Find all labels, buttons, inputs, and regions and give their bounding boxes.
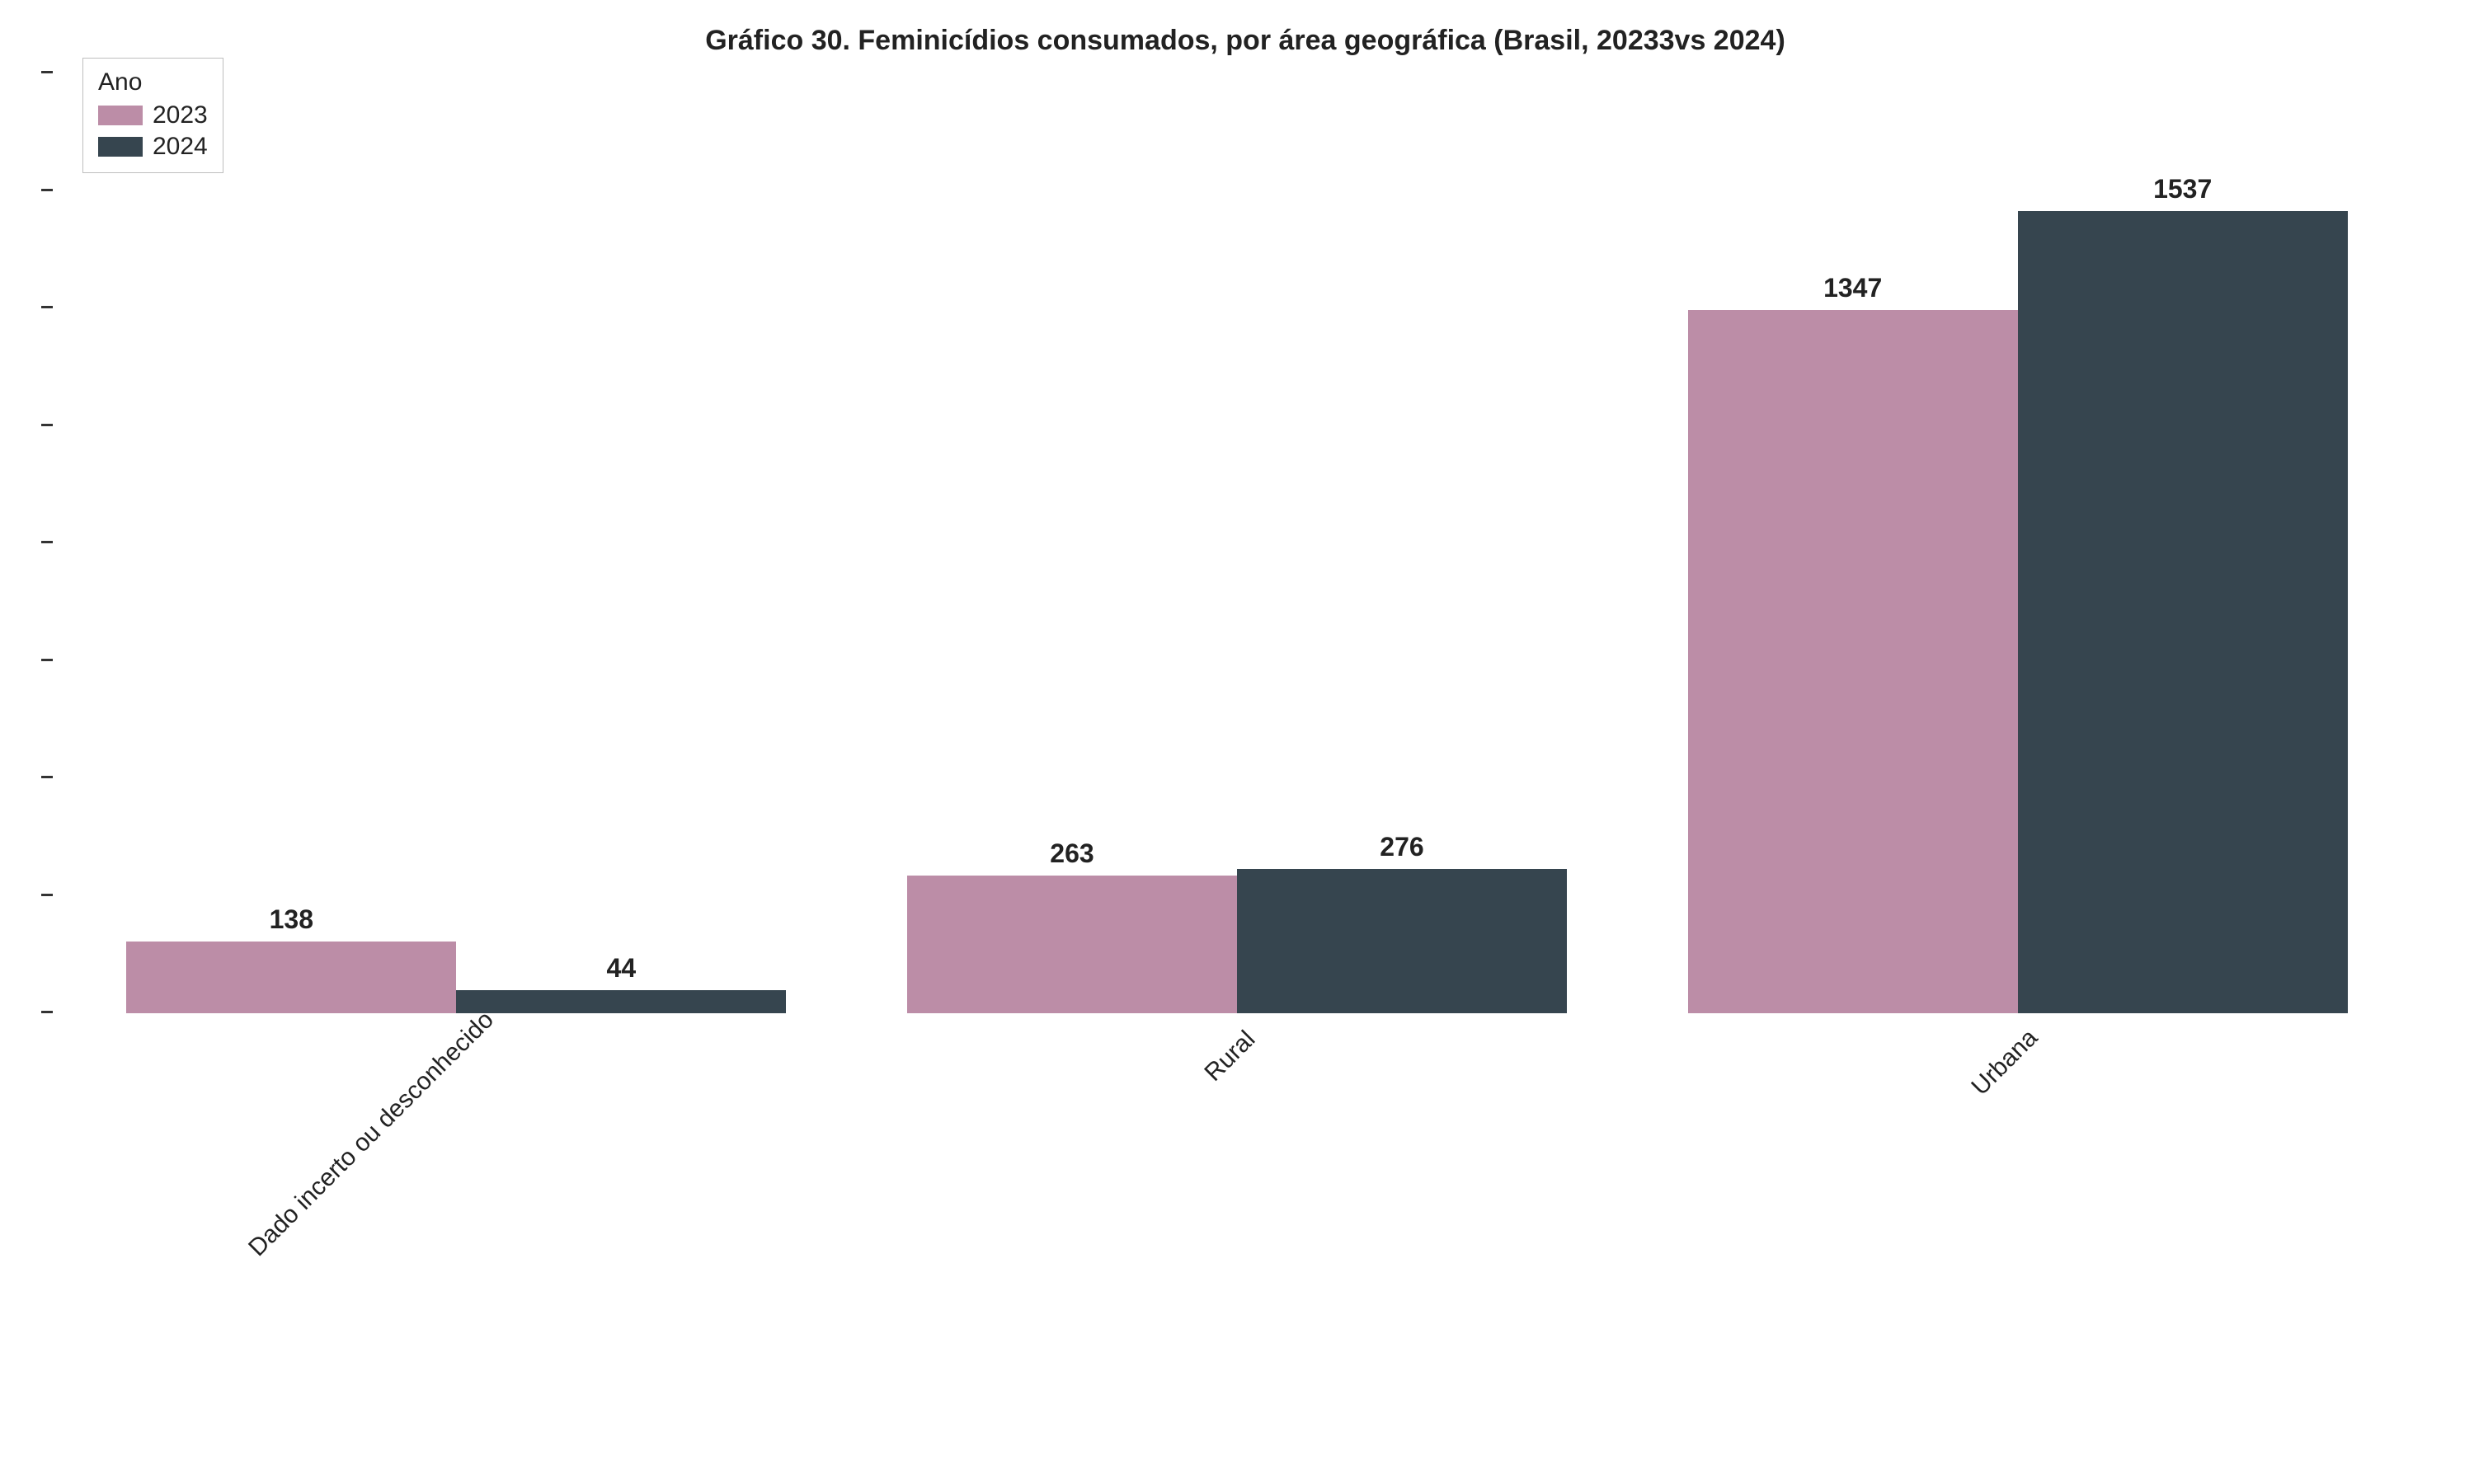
bar: 44	[456, 990, 786, 1013]
bar-value-label: 1347	[1823, 273, 1882, 303]
x-label-cell: Dado incerto ou desconhecido	[66, 1013, 847, 1261]
y-tick	[41, 424, 53, 426]
y-tick	[41, 1011, 53, 1013]
y-tick	[41, 71, 53, 73]
bar-value-label: 138	[270, 904, 313, 935]
legend-swatch	[98, 106, 143, 125]
legend-title: Ano	[98, 68, 208, 96]
x-label-cell: Urbana	[1627, 1013, 2408, 1261]
y-tick	[41, 306, 53, 308]
y-axis-ticks	[41, 73, 66, 1013]
bar-group: 13471537	[1627, 73, 2408, 1013]
chart-title: Gráfico 30. Feminicídios consumados, por…	[66, 25, 2425, 57]
legend-swatch	[98, 137, 143, 157]
x-axis-labels: Dado incerto ou desconhecido Rural Urbana	[66, 1013, 2408, 1261]
y-tick	[41, 189, 53, 191]
bar: 1347	[1688, 310, 2018, 1013]
bar-group: 13844	[66, 73, 847, 1013]
y-tick	[41, 776, 53, 778]
bar: 263	[907, 876, 1237, 1013]
legend-items: 2023 2024	[98, 101, 208, 161]
bar-value-label: 44	[607, 953, 637, 984]
x-axis-label: Urbana	[1966, 1024, 2044, 1101]
plot-area: 1384426327613471537	[66, 73, 2408, 1013]
bar: 1537	[2018, 211, 2348, 1013]
bar: 276	[1237, 869, 1567, 1013]
legend-item: 2024	[98, 133, 208, 161]
bar-value-label: 276	[1380, 832, 1423, 862]
bar: 138	[126, 942, 456, 1013]
x-label-cell: Rural	[847, 1013, 1628, 1261]
bar-value-label: 263	[1050, 838, 1094, 869]
legend-label: 2023	[153, 101, 208, 129]
bar-group: 263276	[847, 73, 1628, 1013]
y-tick	[41, 541, 53, 543]
y-tick	[41, 659, 53, 661]
chart-container: Gráfico 30. Feminicídios consumados, por…	[0, 0, 2474, 1484]
x-axis-label: Rural	[1199, 1026, 1261, 1087]
bar-groups: 1384426327613471537	[66, 73, 2408, 1013]
bar-value-label: 1537	[2153, 174, 2212, 204]
legend-item: 2023	[98, 101, 208, 129]
legend: Ano 2023 2024	[82, 58, 223, 173]
x-axis-label: Dado incerto ou desconhecido	[243, 1006, 500, 1262]
y-tick	[41, 894, 53, 896]
legend-label: 2024	[153, 133, 208, 161]
